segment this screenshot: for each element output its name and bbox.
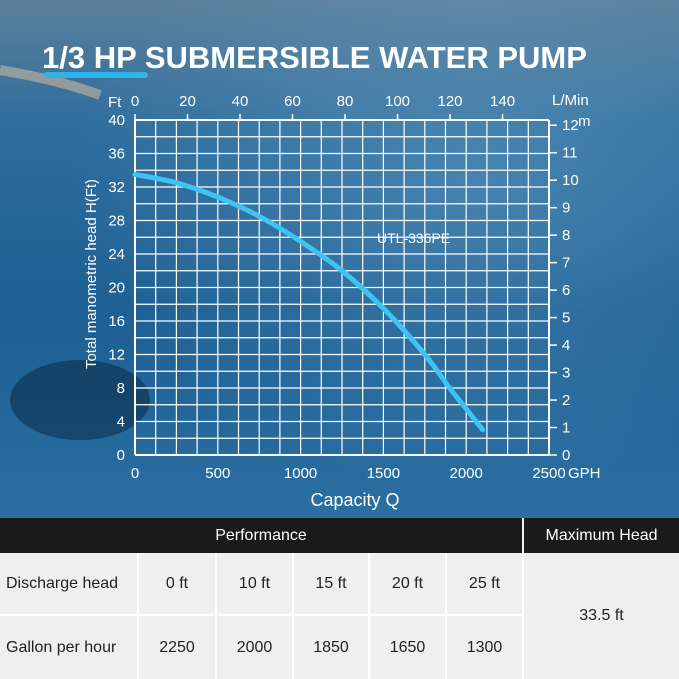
- series-annotation: UTL-336PE: [377, 230, 450, 246]
- title-underline: [44, 72, 148, 78]
- x-tick-label: 2500: [532, 465, 565, 482]
- divider: [0, 614, 522, 616]
- table-cell: 1300: [466, 638, 503, 656]
- x-tick-label: 0: [131, 465, 139, 482]
- pump-curve-chart: 1/3 HP SUBMERSIBLE WATER PUMP 0481216202…: [42, 40, 601, 510]
- y-right-tick-label: 12: [562, 117, 579, 134]
- row-label-gallon-per-hour: Gallon per hour: [6, 638, 117, 656]
- x-top-tick-label: 80: [337, 93, 354, 110]
- x-axis-label: Capacity Q: [310, 490, 399, 510]
- y-right-tick-label: 8: [562, 227, 570, 244]
- y-right-tick-label: 11: [562, 145, 578, 162]
- y-tick-label: 20: [108, 280, 125, 297]
- table-cell: 10 ft: [238, 574, 271, 592]
- x-top-tick-label: 140: [490, 93, 515, 110]
- table-cell: 0 ft: [165, 574, 189, 592]
- performance-header: Performance: [0, 518, 522, 553]
- y-tick-label: 24: [108, 246, 125, 263]
- y-axis-unit: Ft: [108, 94, 122, 111]
- x-top-tick-label: 120: [438, 93, 463, 110]
- x-top-axis-unit: L/Min: [552, 92, 589, 109]
- table-cell: 15 ft: [315, 574, 347, 592]
- maximum-head-value: 33.5 ft: [579, 607, 624, 624]
- x-axis-unit: GPH: [568, 465, 601, 482]
- x-top-tick-label: 40: [232, 93, 249, 110]
- y-tick-label: 36: [108, 146, 125, 163]
- y-right-tick-label: 6: [562, 282, 570, 299]
- y-axis-label: Total manometric head H(Ft): [83, 179, 100, 369]
- table-cell: 2250: [159, 638, 195, 656]
- y-right-tick-label: 2: [562, 392, 570, 409]
- x-top-tick-label: 100: [385, 93, 410, 110]
- x-top-tick-label: 0: [131, 93, 139, 110]
- performance-table: Performance Maximum Head Discharge head …: [0, 518, 679, 679]
- x-top-tick-label: 20: [179, 93, 196, 110]
- table-cell: 20 ft: [391, 574, 424, 592]
- divider: [137, 553, 139, 679]
- row-label-discharge-head: Discharge head: [6, 574, 119, 592]
- y-right-tick-label: 5: [562, 310, 570, 327]
- y-right-tick-label: 7: [562, 255, 570, 272]
- water-background: [0, 0, 679, 518]
- y-right-tick-label: 0: [562, 447, 570, 464]
- x-tick-label: 1000: [284, 465, 317, 482]
- table-cell: 2000: [236, 638, 273, 656]
- y-right-tick-label: 4: [562, 337, 570, 354]
- y-tick-label: 4: [117, 414, 125, 431]
- table-cell: 1850: [313, 638, 349, 656]
- divider: [292, 553, 294, 679]
- y-tick-label: 16: [108, 313, 125, 330]
- table-cell: 25 ft: [468, 574, 501, 592]
- grid: [134, 114, 557, 456]
- y-tick-label: 0: [117, 447, 125, 464]
- divider: [368, 553, 370, 679]
- y-tick-label: 8: [117, 380, 125, 397]
- table-cell: 1650: [389, 638, 426, 656]
- x-tick-label: 500: [205, 465, 230, 482]
- y-right-tick-label: 10: [562, 172, 579, 189]
- divider: [215, 553, 217, 679]
- y-right-tick-label: 9: [562, 200, 570, 217]
- divider: [522, 553, 524, 679]
- y-tick-label: 40: [108, 112, 125, 129]
- series-line-utl-336pe: [132, 171, 486, 433]
- y-tick-label: 12: [108, 347, 125, 364]
- chart-title: 1/3 HP SUBMERSIBLE WATER PUMP: [42, 40, 587, 75]
- x-tick-label: 1500: [367, 465, 400, 482]
- y-right-tick-label: 3: [562, 365, 570, 382]
- y-tick-label: 28: [108, 213, 125, 230]
- x-top-tick-label: 60: [284, 93, 301, 110]
- maximum-head-header: Maximum Head: [524, 518, 679, 553]
- divider: [445, 553, 447, 679]
- y-right-axis-unit: m: [578, 113, 591, 130]
- y-tick-label: 32: [108, 179, 125, 196]
- x-tick-label: 2000: [450, 465, 483, 482]
- y-right-tick-label: 1: [562, 420, 570, 437]
